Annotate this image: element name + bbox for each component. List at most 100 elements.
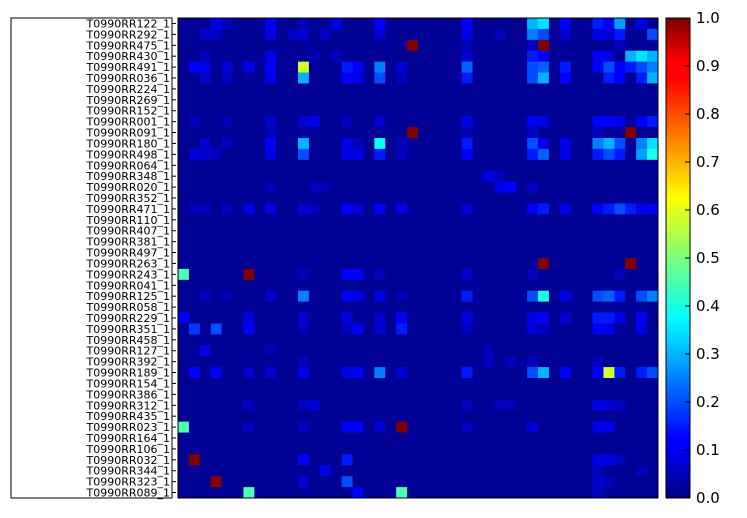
heatmap-cell	[647, 312, 659, 324]
heatmap-cell	[494, 432, 506, 444]
heatmap-cell	[385, 138, 397, 150]
heatmap-cell	[221, 465, 233, 477]
heatmap-cell	[581, 399, 593, 412]
heatmap-cell	[647, 301, 659, 313]
heatmap-cell	[625, 138, 637, 150]
heatmap-cell	[319, 105, 332, 117]
heatmap-cell	[265, 39, 277, 52]
heatmap-cell	[647, 83, 659, 95]
heatmap-cell	[636, 138, 648, 150]
heatmap-cell	[308, 258, 321, 270]
heatmap-cell	[178, 268, 190, 281]
heatmap-cell	[232, 312, 244, 324]
heatmap-cell	[603, 116, 615, 128]
heatmap-cell	[559, 170, 572, 183]
heatmap-cell	[428, 192, 441, 204]
heatmap-cell	[308, 290, 321, 303]
heatmap-cell	[298, 61, 310, 73]
heatmap-cell	[439, 312, 452, 324]
row-label: T0990RR127_1	[86, 345, 171, 358]
heatmap-cell	[330, 105, 343, 117]
heatmap-cell	[232, 301, 244, 313]
heatmap-cell	[472, 105, 484, 117]
heatmap-cell	[581, 323, 593, 335]
heatmap-cell	[308, 50, 321, 63]
heatmap-cell	[232, 94, 244, 106]
heatmap-cell	[450, 116, 463, 128]
heatmap-cell	[494, 465, 506, 477]
heatmap-cell	[472, 399, 484, 412]
heatmap-cell	[210, 487, 223, 499]
heatmap-cell	[287, 312, 299, 324]
heatmap-cell	[614, 170, 626, 183]
row-label: T0990RR269_1	[86, 94, 171, 107]
heatmap-cell	[559, 18, 572, 30]
heatmap-cell	[287, 214, 299, 226]
heatmap-cell	[647, 214, 659, 226]
heatmap-cell	[614, 94, 626, 106]
heatmap-cell	[559, 159, 572, 172]
heatmap-cell	[308, 28, 321, 41]
heatmap-cell	[330, 465, 343, 477]
heatmap-cell	[603, 334, 615, 346]
heatmap-cell	[308, 105, 321, 117]
heatmap-cell	[178, 116, 190, 128]
heatmap-cell	[494, 116, 506, 128]
heatmap-cell	[581, 105, 593, 117]
heatmap-cell	[385, 170, 397, 183]
heatmap-cell	[592, 28, 604, 41]
heatmap-cell	[636, 367, 648, 379]
heatmap-cell	[461, 94, 473, 106]
heatmap-cell	[210, 39, 223, 52]
heatmap-cell	[298, 487, 310, 499]
heatmap-cell	[472, 421, 484, 433]
heatmap-cell	[538, 290, 550, 303]
heatmap-cell	[483, 301, 495, 313]
heatmap-cell	[450, 18, 463, 30]
heatmap-cell	[199, 28, 212, 41]
heatmap-cell	[625, 301, 637, 313]
heatmap-cell	[538, 454, 550, 466]
heatmap-cell	[581, 443, 593, 455]
row-label: T0990RR229_1	[86, 312, 171, 325]
heatmap-cell	[483, 247, 495, 259]
heatmap-cell	[276, 170, 288, 183]
heatmap-cell	[374, 138, 386, 150]
heatmap-cell	[614, 159, 626, 172]
heatmap-cell	[428, 268, 441, 281]
heatmap-cell	[625, 399, 637, 412]
heatmap-cell	[439, 225, 452, 237]
heatmap-cell	[188, 421, 201, 433]
heatmap-cell	[592, 61, 604, 73]
heatmap-cell	[396, 236, 408, 248]
heatmap-cell	[548, 388, 561, 401]
heatmap-cell	[330, 443, 343, 455]
heatmap-cell	[516, 476, 528, 488]
heatmap-cell	[232, 356, 244, 368]
heatmap-cell	[385, 476, 397, 488]
heatmap-cell	[178, 159, 190, 172]
heatmap-cell	[614, 214, 626, 226]
heatmap-cell	[374, 432, 386, 444]
heatmap-cell	[472, 18, 484, 30]
heatmap-cell	[570, 39, 583, 52]
heatmap-cell	[319, 345, 332, 357]
heatmap-cell	[178, 214, 190, 226]
heatmap-cell	[287, 410, 299, 423]
heatmap-cell	[188, 61, 201, 73]
heatmap-cell	[232, 192, 244, 204]
heatmap-cell	[396, 39, 408, 52]
heatmap-cell	[407, 432, 419, 444]
heatmap-cell	[265, 432, 277, 444]
heatmap-cell	[592, 83, 604, 95]
heatmap-cell	[363, 61, 375, 73]
heatmap-cell	[603, 148, 615, 161]
heatmap-cell	[178, 225, 190, 237]
heatmap-cell	[603, 192, 615, 204]
heatmap-cell	[548, 18, 561, 30]
heatmap-cell	[527, 367, 539, 379]
heatmap-cell	[505, 181, 517, 193]
heatmap-cell	[603, 170, 615, 183]
heatmap-cell	[385, 290, 397, 303]
heatmap-cell	[276, 345, 288, 357]
